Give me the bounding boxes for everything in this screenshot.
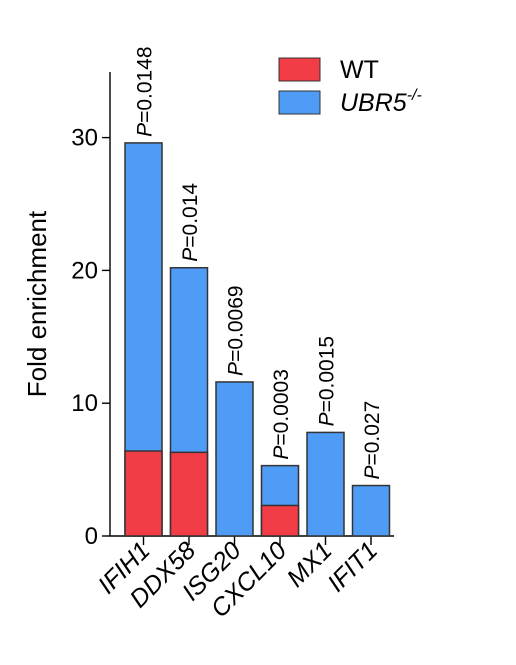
legend-label-ubr5-main: UBR5 (340, 89, 407, 117)
legend-label-ubr5-sup: -/- (407, 87, 422, 104)
p-value-number: =0.014 (179, 183, 202, 248)
legend-label-wt: WT (340, 56, 379, 84)
y-axis-title: Fold enrichment (22, 210, 52, 397)
y-ticks: 0 10 20 30 (71, 125, 110, 550)
y-tick-label-0: 0 (85, 523, 98, 550)
bar-wt-cxcl10 (260, 504, 300, 537)
bars (124, 142, 391, 537)
legend-label-ubr5: UBR5-/- (340, 87, 422, 117)
p-value-label-mx1: P=0.0015 (316, 336, 339, 427)
bar-ubr5-ifit1 (351, 484, 391, 537)
category-label-ifit1: IFIT1 (322, 536, 383, 597)
p-value-label-ifih1: P=0.0148 (134, 46, 157, 137)
p-value-symbol: P (179, 248, 202, 262)
p-value-label-cxcl10: P=0.0003 (270, 369, 293, 460)
y-tick-label-10: 10 (71, 390, 98, 417)
p-value-number: =0.027 (361, 401, 384, 466)
p-value-label-ddx58: P=0.014 (179, 183, 202, 262)
y-tick-label-30: 30 (71, 125, 98, 152)
p-value-symbol: P (225, 362, 248, 376)
p-value-symbol: P (361, 466, 384, 480)
p-value-symbol: P (270, 446, 293, 460)
y-tick-label-20: 20 (71, 257, 98, 284)
p-value-label-isg20: P=0.0069 (225, 285, 248, 376)
p-value-number: =0.0015 (316, 336, 339, 413)
x-ticks (142, 536, 372, 545)
bar-wt-ddx58 (169, 451, 209, 537)
p-value-number: =0.0069 (225, 285, 248, 362)
p-value-number: =0.0148 (134, 46, 157, 123)
p-value-symbol: P (134, 123, 157, 137)
p-value-number: =0.0003 (270, 369, 293, 446)
p-value-label-ifit1: P=0.027 (361, 401, 384, 480)
legend-swatch-wt (278, 57, 321, 82)
p-value-symbol: P (316, 412, 339, 426)
bar-wt-ifih1 (124, 450, 163, 537)
bar-ubr5-mx1 (306, 431, 345, 537)
legend: WT UBR5-/- (278, 56, 422, 117)
bar-ubr5-isg20 (215, 381, 254, 537)
legend-swatch-ubr5 (278, 90, 321, 115)
